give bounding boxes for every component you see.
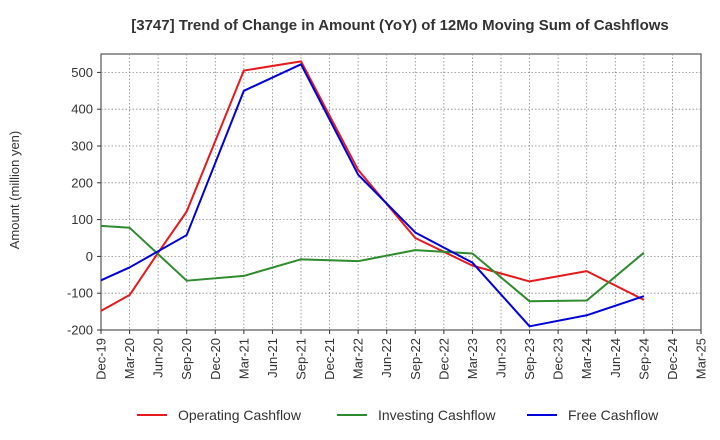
x-tick-label: Sep-20 bbox=[179, 338, 194, 380]
y-axis-ticks: -200 -100 0 100 200 300 400 500 bbox=[67, 65, 101, 338]
x-tick-label: Dec-19 bbox=[94, 338, 109, 380]
series-line-investing-cashflow bbox=[100, 224, 645, 303]
x-tick-label: Mar-20 bbox=[122, 338, 137, 379]
x-tick-label: Jun-20 bbox=[151, 338, 166, 378]
x-tick-label: Jun-21 bbox=[265, 338, 280, 378]
x-tick-label: Dec-20 bbox=[208, 338, 223, 380]
series-line-operating-cashflow bbox=[100, 60, 645, 312]
series-lines bbox=[100, 60, 645, 328]
y-tick-label: 200 bbox=[71, 175, 93, 190]
x-tick-label: Dec-22 bbox=[436, 338, 451, 380]
x-tick-label: Sep-21 bbox=[294, 338, 309, 380]
x-tick-label: Sep-22 bbox=[408, 338, 423, 380]
y-tick-label: 400 bbox=[71, 102, 93, 117]
y-axis-label: Amount (million yen) bbox=[7, 131, 22, 250]
x-tick-label: Sep-23 bbox=[522, 338, 537, 380]
legend-label-operating-cashflow: Operating Cashflow bbox=[178, 407, 302, 423]
x-axis-ticks: Dec-19 Mar-20 Jun-20 Sep-20 Dec-20 Mar-21 Jun-… bbox=[94, 330, 709, 380]
legend-label-free-cashflow: Free Cashflow bbox=[568, 407, 659, 423]
x-tick-label: Dec-23 bbox=[551, 338, 566, 380]
series-line-free-cashflow bbox=[100, 63, 645, 328]
y-tick-label: 0 bbox=[86, 249, 93, 264]
y-tick-label: -200 bbox=[67, 323, 93, 338]
legend: Operating Cashflow Investing Cashflow Free… bbox=[137, 407, 659, 423]
plot-area bbox=[100, 53, 702, 331]
y-tick-label: 100 bbox=[71, 212, 93, 227]
x-tick-label: Mar-24 bbox=[579, 338, 594, 379]
x-tick-label: Dec-24 bbox=[665, 338, 680, 380]
y-tick-label: 300 bbox=[71, 139, 93, 154]
x-tick-label: Mar-21 bbox=[236, 338, 251, 379]
x-tick-label: Mar-25 bbox=[694, 338, 709, 379]
x-tick-label: Jun-24 bbox=[608, 338, 623, 378]
legend-label-investing-cashflow: Investing Cashflow bbox=[378, 407, 496, 423]
grid-lines bbox=[101, 54, 701, 330]
x-tick-label: Dec-21 bbox=[322, 338, 337, 380]
chart-title: [3747] Trend of Change in Amount (YoY) o… bbox=[131, 17, 669, 34]
x-tick-label: Mar-22 bbox=[351, 338, 366, 379]
plot-frame bbox=[100, 53, 702, 331]
y-tick-label: -100 bbox=[67, 286, 93, 301]
y-tick-label: 500 bbox=[71, 65, 93, 80]
x-tick-label: Jun-23 bbox=[494, 338, 509, 378]
x-tick-label: Mar-23 bbox=[465, 338, 480, 379]
x-tick-label: Sep-24 bbox=[636, 338, 651, 380]
x-tick-label: Jun-22 bbox=[379, 338, 394, 378]
